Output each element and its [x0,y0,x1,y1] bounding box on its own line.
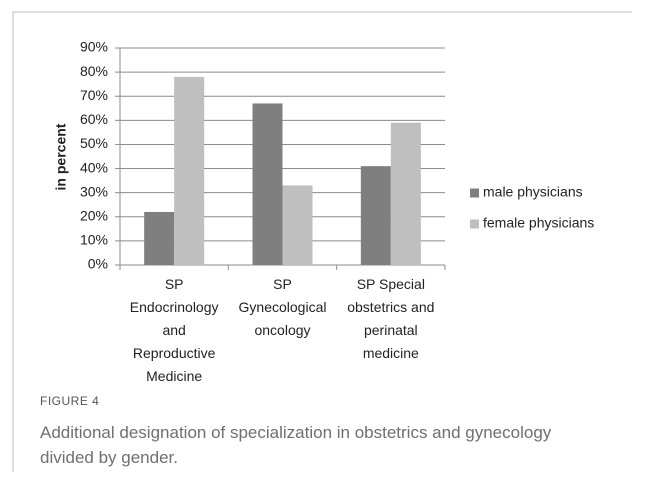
y-tick-label: 60% [80,111,108,127]
figure-label: FIGURE 4 [40,394,100,408]
y-tick-label: 30% [80,183,108,199]
bar [390,122,421,265]
x-tick-label: SP Endocrinology and Reproductive Medici… [129,276,219,384]
bar [282,185,313,265]
legend-swatch [470,219,479,229]
bar [174,76,205,265]
y-axis-label: in percent [53,123,69,190]
legend-swatch [470,188,479,198]
y-tick-label: 50% [80,135,108,151]
y-tick-label: 40% [80,159,108,175]
y-tick-label: 90% [80,39,108,55]
legend-label: male physicians [483,184,583,200]
legend-label: female physicians [483,215,594,231]
y-tick-label: 80% [80,63,108,79]
y-tick-label: 0% [88,256,108,272]
bar [252,103,283,265]
figure-caption: Additional designation of specialization… [40,423,552,467]
bar [144,211,175,265]
bar [360,166,391,265]
x-tick-label: SP Gynecological oncology [238,276,327,338]
x-tick-label: SP Special obstetrics and perinatal medi… [347,276,435,361]
y-tick-label: 20% [80,207,108,223]
y-tick-label: 70% [80,87,108,103]
y-tick-label: 10% [80,232,108,248]
